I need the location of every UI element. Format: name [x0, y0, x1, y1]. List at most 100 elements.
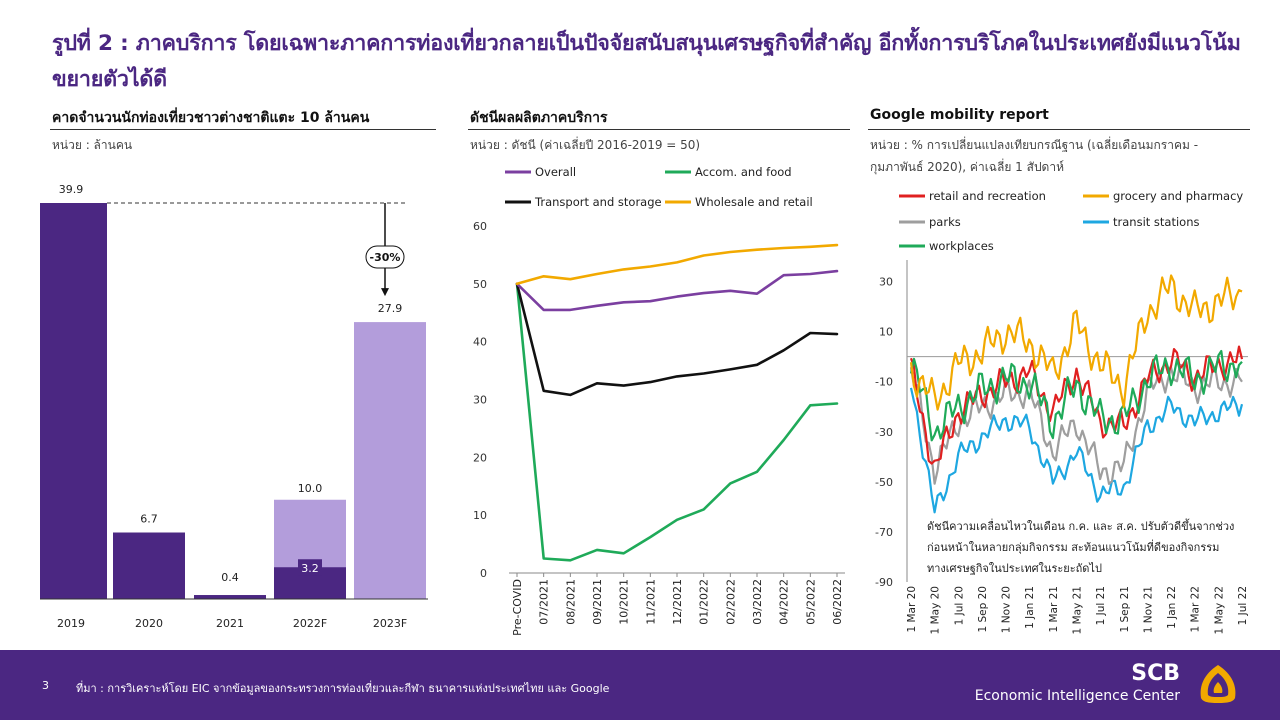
- legend-label: Transport and storage: [534, 195, 662, 209]
- y-tick-label: 40: [473, 336, 487, 349]
- x-tick-label: 1 Nov 20: [1001, 586, 1013, 633]
- series-line-transit-stations: [909, 387, 1244, 514]
- panel2-rule: [468, 129, 850, 130]
- scb-logo-icon: [1200, 665, 1236, 703]
- bar-dark-2021: [194, 595, 266, 599]
- x-tick-label: 06/2022: [831, 579, 844, 625]
- y-tick-label: 10: [879, 326, 893, 339]
- x-tick-label: 1 Jan 22: [1166, 586, 1178, 629]
- x-tick-label: 07/2021: [538, 579, 551, 625]
- category-label: 2022F: [293, 617, 327, 630]
- panel1-unit: หน่วย : ล้านคน: [52, 138, 133, 152]
- legend-label: grocery and pharmacy: [1113, 189, 1243, 203]
- x-tick-label: 02/2022: [724, 579, 737, 625]
- brand-subtitle: Economic Intelligence Center: [974, 688, 1180, 704]
- panel2-title: ดัชนีผลผลิตภาคบริการ: [470, 110, 608, 126]
- y-tick-label: -50: [875, 476, 893, 489]
- brand-block: SCB Economic Intelligence Center: [975, 662, 1180, 706]
- legend-label: parks: [929, 215, 961, 229]
- panel2-unit: หน่วย : ดัชนี (ค่าเฉลี่ยปี 2016-2019 = 5…: [470, 138, 701, 152]
- value-label: 0.4: [221, 571, 239, 584]
- x-tick-label: 1 Jan 21: [1024, 586, 1036, 629]
- y-tick-label: 20: [473, 451, 487, 464]
- x-tick-label: 12/2021: [671, 579, 684, 625]
- note-box: ดัชนีความเคลื่อนไหวในเดือน ก.ค. และ ส.ค.…: [925, 516, 1240, 579]
- series-line-grocery-and-pharmacy: [909, 274, 1243, 411]
- value-label: 39.9: [59, 183, 84, 196]
- legend-label: retail and recreation: [929, 189, 1046, 203]
- value-label: 6.7: [140, 513, 158, 526]
- services-index-line-chart: 0 10 20 30 40 50 60 Pre-COVID 07/2021 08/2021 09/2…: [473, 165, 845, 636]
- slide-title: รูปที่ 2 : ภาคบริการ โดยเฉพาะภาคการท่องเ…: [52, 31, 1241, 92]
- x-tick-label: 1 May 22: [1213, 586, 1225, 634]
- pct-badge: [365, 245, 405, 269]
- y-tick-label: 50: [473, 278, 487, 291]
- value-label: 3.2: [301, 562, 319, 575]
- y-tick-label: 0: [480, 567, 487, 580]
- x-tick-label: 1 Sep 20: [977, 586, 989, 633]
- panel1-rule: [50, 129, 436, 130]
- x-tick-label: 1 Jul 21: [1095, 586, 1107, 625]
- series-line-transport-and-storage: [515, 282, 839, 397]
- y-tick-label: 30: [879, 276, 893, 289]
- x-tick-label: 1 Nov 21: [1142, 586, 1154, 633]
- page-number: 3: [42, 679, 49, 692]
- legend-label: Accom. and food: [695, 165, 792, 179]
- series-line-accom-and-food: [515, 282, 839, 562]
- x-tick-label: 11/2021: [644, 579, 657, 625]
- value-label: 10.0: [298, 482, 323, 495]
- legend-label: Wholesale and retail: [695, 195, 813, 209]
- mobility-note: ดัชนีความเคลื่อนไหวในเดือน ก.ค. และ ส.ค.…: [925, 516, 1240, 579]
- category-label: 2019: [57, 617, 85, 630]
- legend-label: Overall: [535, 165, 576, 179]
- bar-dark-2020: [113, 532, 185, 599]
- x-tick-label: 08/2021: [564, 579, 577, 625]
- series-line-wholesale-and-retail: [515, 243, 839, 286]
- x-tick-label: 05/2022: [804, 579, 817, 625]
- series-line-retail-and-recreation: [909, 345, 1244, 465]
- panel1-title: คาดจำนวนนักท่องเที่ยวชาวต่างชาติแตะ 10 ล…: [52, 110, 370, 126]
- x-tick-label: 1 Mar 21: [1048, 586, 1060, 633]
- x-tick-label: 09/2021: [591, 579, 604, 625]
- y-tick-label: -70: [875, 526, 893, 539]
- x-tick-label: 1 Mar 22: [1190, 586, 1202, 633]
- y-tick-label: 10: [473, 509, 487, 522]
- value-label-bg: [298, 559, 322, 576]
- x-tick-label: 1 Mar 20: [906, 586, 918, 633]
- panel3-title: Google mobility report: [870, 107, 1049, 123]
- x-tick-label: 01/2022: [698, 579, 711, 625]
- panel3-unit: หน่วย : % การเปลี่ยนแปลงเทียบกรณีฐาน (เฉ…: [870, 138, 1199, 174]
- bar-dark-2019: [40, 203, 107, 599]
- y-tick-label: -30: [875, 426, 893, 439]
- series-line-overall: [515, 269, 839, 312]
- legend-label: transit stations: [1113, 215, 1200, 229]
- x-tick-label: 1 May 21: [1072, 586, 1084, 634]
- x-tick-label: 1 May 20: [930, 586, 942, 634]
- x-tick-label: Pre-COVID: [511, 579, 524, 636]
- x-tick-label: 1 Jul 20: [953, 586, 965, 625]
- series-line-workplaces: [909, 349, 1243, 442]
- brand-name: SCB: [1131, 661, 1180, 686]
- series-line-parks: [909, 363, 1243, 485]
- tourist-bar-chart: 39.9 6.7 0.4 10.0 3.2 27.9 2019 2020 2021 2022F 20…: [40, 183, 428, 630]
- x-tick-label: 1 Sep 21: [1119, 586, 1131, 633]
- y-tick-label: -10: [875, 376, 893, 389]
- x-tick-label: 10/2021: [618, 579, 631, 625]
- x-tick-label: 04/2022: [778, 579, 791, 625]
- legend-label: workplaces: [929, 239, 994, 253]
- google-mobility-chart: retail and recreation grocery and pharmac…: [875, 189, 1249, 634]
- panel3-rule: [868, 129, 1250, 130]
- y-tick-label: -90: [875, 576, 893, 589]
- pct-badge-label: -30%: [370, 251, 401, 264]
- footer-bar: [0, 650, 1280, 720]
- x-tick-label: 1 Jul 22: [1237, 586, 1249, 625]
- category-label: 2020: [135, 617, 163, 630]
- source-note: ที่มา : การวิเคราะห์โดย EIC จากข้อมูลของ…: [76, 682, 610, 695]
- drop-arrow-head: [381, 288, 389, 297]
- value-label: 27.9: [378, 302, 403, 315]
- y-tick-label: 30: [473, 394, 487, 407]
- x-tick-label: 03/2022: [751, 579, 764, 625]
- bar-light-2023F: [354, 322, 426, 599]
- category-label: 2021: [216, 617, 244, 630]
- category-label: 2023F: [373, 617, 407, 630]
